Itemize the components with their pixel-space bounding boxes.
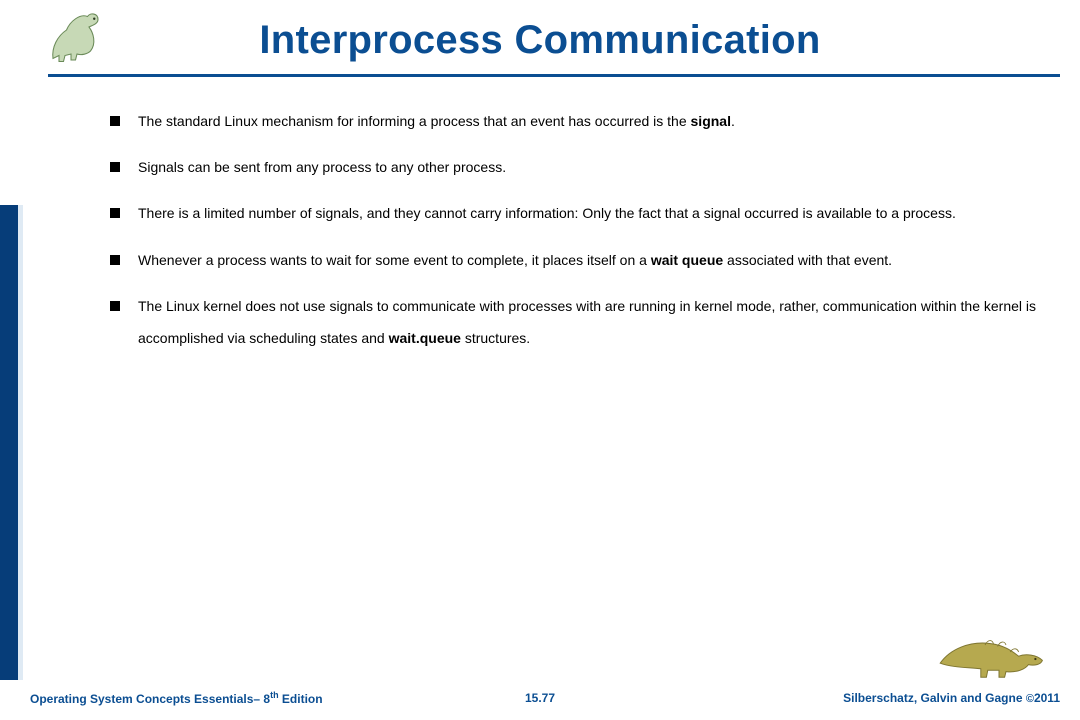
bullet-text: The Linux kernel does not use signals to… [138, 290, 1052, 354]
bullet-text: Signals can be sent from any process to … [138, 151, 1052, 183]
footer-year: 2011 [1034, 691, 1060, 705]
bullet-square-icon [110, 208, 120, 218]
slide-title: Interprocess Communication [0, 18, 1080, 63]
bullet-square-icon [110, 255, 120, 265]
bullet-square-icon [110, 162, 120, 172]
footer: Operating System Concepts Essentials– 8t… [0, 686, 1080, 710]
bullet-square-icon [110, 116, 120, 126]
bullet-text: The standard Linux mechanism for informi… [138, 105, 1052, 137]
footer-right: Silberschatz, Galvin and Gagne ©2011 [843, 691, 1060, 705]
dinosaur-bottom-icon [932, 624, 1052, 680]
footer-authors: Silberschatz, Galvin and Gagne [843, 691, 1026, 705]
title-underline [48, 74, 1060, 77]
bullet-text: Whenever a process wants to wait for som… [138, 244, 1052, 276]
bullet-text: There is a limited number of signals, an… [138, 197, 1052, 229]
list-item: Signals can be sent from any process to … [110, 151, 1052, 183]
list-item: There is a limited number of signals, an… [110, 197, 1052, 229]
slide: Interprocess Communication The standard … [0, 0, 1080, 720]
bullet-list: The standard Linux mechanism for informi… [110, 105, 1052, 368]
list-item: The standard Linux mechanism for informi… [110, 105, 1052, 137]
copyright-icon: © [1026, 693, 1034, 705]
side-stripe-light [18, 205, 23, 680]
list-item: The Linux kernel does not use signals to… [110, 290, 1052, 354]
list-item: Whenever a process wants to wait for som… [110, 244, 1052, 276]
bullet-square-icon [110, 301, 120, 311]
side-stripe-dark [0, 205, 18, 680]
